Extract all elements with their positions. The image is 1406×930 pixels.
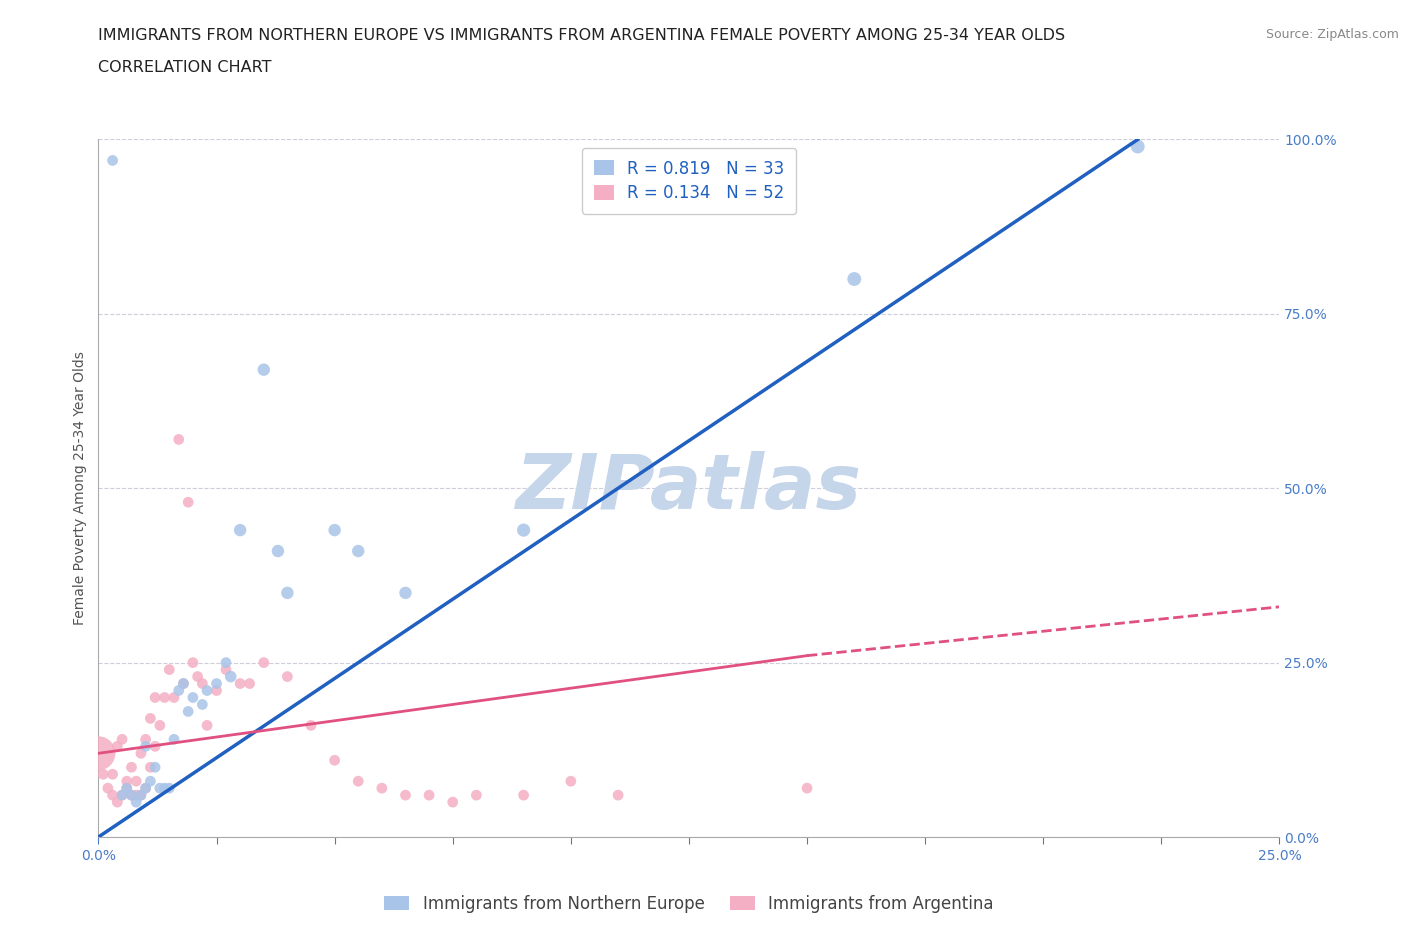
Point <box>105 794 128 809</box>
Point <box>143 760 166 775</box>
Point <box>418 788 440 803</box>
Point <box>111 788 134 803</box>
Point <box>323 753 346 768</box>
Point <box>115 781 138 796</box>
Point <box>191 676 214 691</box>
Point <box>371 781 394 796</box>
Text: Source: ZipAtlas.com: Source: ZipAtlas.com <box>1265 28 1399 41</box>
Point <box>215 662 238 677</box>
Point <box>87 746 110 761</box>
Point <box>172 676 194 691</box>
Point <box>157 662 180 677</box>
Point <box>143 690 166 705</box>
Point <box>139 774 162 789</box>
Point <box>299 718 322 733</box>
Y-axis label: Female Poverty Among 25-34 Year Olds: Female Poverty Among 25-34 Year Olds <box>73 352 87 625</box>
Point <box>195 718 218 733</box>
Text: IMMIGRANTS FROM NORTHERN EUROPE VS IMMIGRANTS FROM ARGENTINA FEMALE POVERTY AMON: IMMIGRANTS FROM NORTHERN EUROPE VS IMMIG… <box>98 28 1066 43</box>
Point <box>394 788 416 803</box>
Point <box>115 781 138 796</box>
Point <box>560 774 582 789</box>
Point <box>101 766 124 781</box>
Point <box>267 543 290 558</box>
Point <box>276 586 298 601</box>
Point <box>135 781 157 796</box>
Point <box>229 676 252 691</box>
Point <box>163 732 186 747</box>
Point <box>1126 140 1149 154</box>
Point <box>219 670 242 684</box>
Point <box>97 781 120 796</box>
Point <box>253 655 276 670</box>
Point <box>512 788 534 803</box>
Point <box>205 676 228 691</box>
Point <box>441 794 464 809</box>
Point <box>187 670 209 684</box>
Point <box>191 698 214 712</box>
Point <box>253 362 276 378</box>
Point <box>149 718 172 733</box>
Point <box>101 788 124 803</box>
Point <box>143 738 166 753</box>
Point <box>157 781 180 796</box>
Point <box>121 788 143 803</box>
Point <box>215 655 238 670</box>
Point <box>139 760 162 775</box>
Point <box>139 711 162 725</box>
Point <box>347 543 370 558</box>
Point <box>153 690 176 705</box>
Point <box>181 690 204 705</box>
Point <box>323 523 346 538</box>
Legend: Immigrants from Northern Europe, Immigrants from Argentina: Immigrants from Northern Europe, Immigra… <box>378 888 1000 920</box>
Point <box>135 738 157 753</box>
Point <box>177 704 200 719</box>
Point <box>111 788 134 803</box>
Point <box>149 781 172 796</box>
Point <box>125 788 148 803</box>
Point <box>229 523 252 538</box>
Point <box>181 655 204 670</box>
Point <box>205 683 228 698</box>
Point <box>844 272 866 286</box>
Point <box>195 683 218 698</box>
Point <box>276 670 298 684</box>
Point <box>167 683 190 698</box>
Point <box>394 586 416 601</box>
Point <box>135 732 157 747</box>
Point <box>129 746 152 761</box>
Point <box>121 788 143 803</box>
Point <box>115 774 138 789</box>
Point <box>177 495 200 510</box>
Text: ZIPatlas: ZIPatlas <box>516 451 862 525</box>
Point <box>465 788 488 803</box>
Point <box>239 676 262 691</box>
Point <box>153 781 176 796</box>
Point <box>125 774 148 789</box>
Point <box>91 766 114 781</box>
Point <box>172 676 194 691</box>
Point <box>129 788 152 803</box>
Point <box>105 738 128 753</box>
Point <box>512 523 534 538</box>
Point <box>163 690 186 705</box>
Text: CORRELATION CHART: CORRELATION CHART <box>98 60 271 75</box>
Point <box>135 781 157 796</box>
Point <box>101 153 124 168</box>
Point <box>129 788 152 803</box>
Point <box>167 432 190 447</box>
Point <box>121 760 143 775</box>
Point <box>111 732 134 747</box>
Point <box>796 781 818 796</box>
Point <box>347 774 370 789</box>
Point <box>125 794 148 809</box>
Point <box>607 788 630 803</box>
